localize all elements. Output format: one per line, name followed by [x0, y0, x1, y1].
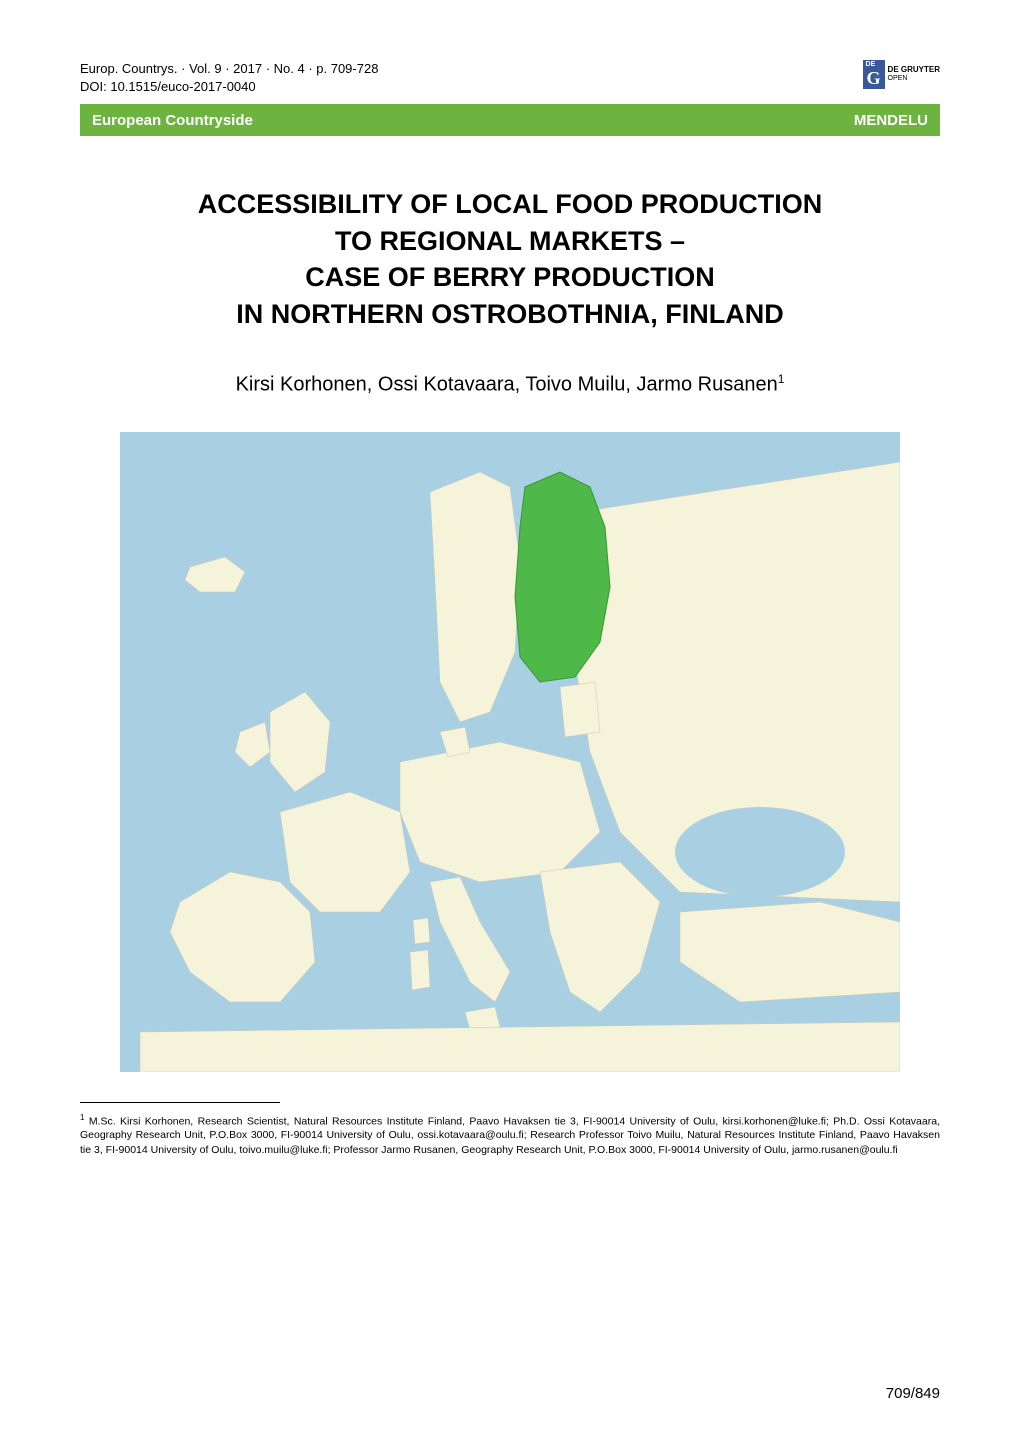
corsica: [413, 918, 430, 944]
title-line-3: CASE OF BERRY PRODUCTION: [305, 262, 715, 292]
citation-line-2: DOI: 10.1515/euco-2017-0040: [80, 78, 378, 96]
sardinia: [410, 950, 430, 990]
citation-block: Europ. Countrys. · Vol. 9 · 2017 · No. 4…: [80, 60, 378, 96]
article-title: ACCESSIBILITY OF LOCAL FOOD PRODUCTION T…: [80, 186, 940, 332]
central-europe: [400, 742, 600, 882]
footnote-text: M.Sc. Kirsi Korhonen, Research Scientist…: [80, 1115, 940, 1155]
authors-line: Kirsi Korhonen, Ossi Kotavaara, Toivo Mu…: [80, 372, 940, 397]
publisher-logo: DE G DE GRUYTER OPEN: [863, 60, 940, 89]
title-line-2: TO REGIONAL MARKETS –: [335, 226, 685, 256]
footnote-marker: 1: [80, 1113, 84, 1122]
authors-footnote-marker: 1: [778, 372, 785, 386]
header-row: Europ. Countrys. · Vol. 9 · 2017 · No. 4…: [80, 60, 940, 96]
de-gruyter-logo: DE G DE GRUYTER OPEN: [863, 60, 940, 89]
map-svg: [120, 432, 900, 1072]
authors-text: Kirsi Korhonen, Ossi Kotavaara, Toivo Mu…: [236, 374, 778, 396]
page-number: 709/849: [886, 1385, 940, 1402]
citation-line-1: Europ. Countrys. · Vol. 9 · 2017 · No. 4…: [80, 60, 378, 78]
title-line-4: IN NORTHERN OSTROBOTHNIA, FINLAND: [236, 299, 783, 329]
publisher-short: MENDELU: [854, 112, 928, 129]
title-line-1: ACCESSIBILITY OF LOCAL FOOD PRODUCTION: [198, 189, 823, 219]
g-badge: G: [863, 69, 885, 89]
europe-map: [120, 432, 900, 1072]
de-gruyter-text: DE GRUYTER OPEN: [888, 66, 940, 82]
publisher-open: OPEN: [888, 75, 940, 83]
journal-bar: European Countryside MENDELU: [80, 104, 940, 136]
de-gruyter-icon: DE G: [863, 60, 885, 89]
footnote: 1 M.Sc. Kirsi Korhonen, Research Scienti…: [80, 1113, 940, 1157]
baltics: [560, 682, 600, 737]
footnote-separator: [80, 1102, 280, 1103]
journal-name: European Countryside: [92, 112, 253, 129]
black-sea: [675, 807, 845, 897]
publisher-name: DE GRUYTER: [888, 66, 940, 75]
